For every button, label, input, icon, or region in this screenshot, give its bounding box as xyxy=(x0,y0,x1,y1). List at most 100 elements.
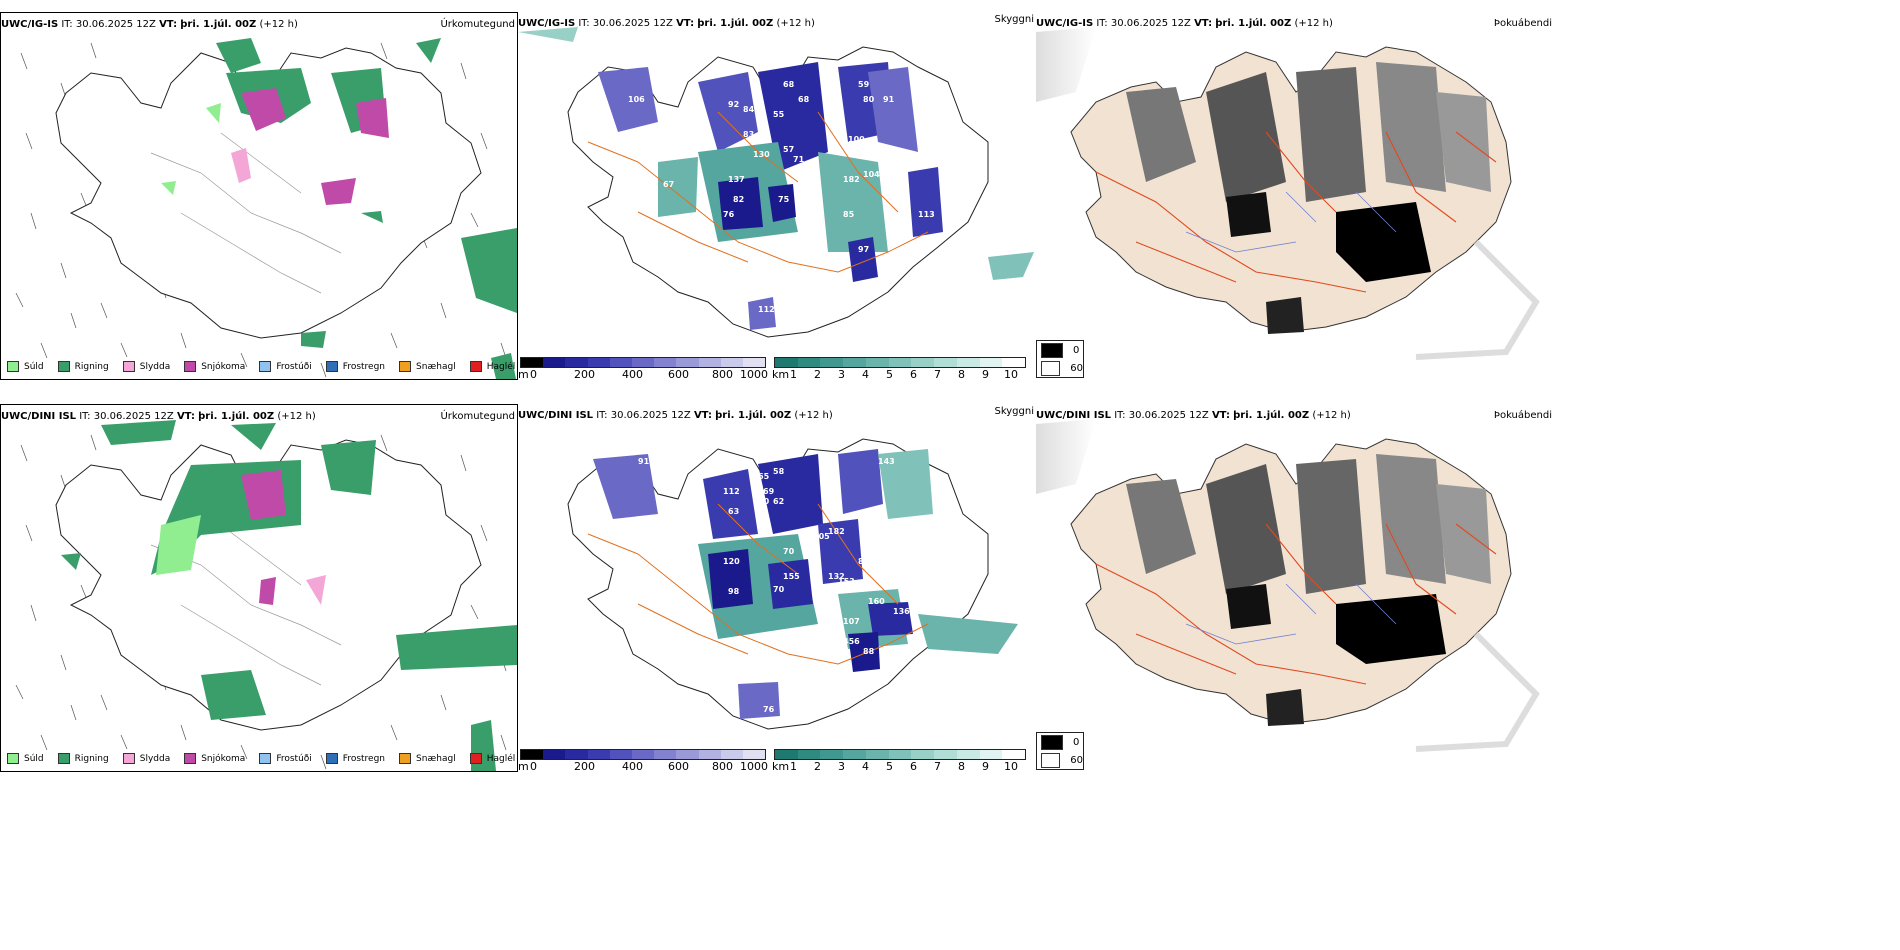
cloud-height-label: 65 xyxy=(758,472,770,481)
panel-title-fog-top: Þokuábendi xyxy=(1493,18,1552,29)
precip-type-panel-bottom: UWC/DINI ISL IT: 30.06.2025 12Z VT: þri.… xyxy=(0,404,518,772)
cloud-height-label: 91 xyxy=(638,457,650,466)
cloud-height-label: 96 xyxy=(923,110,935,119)
cloud-height-label: 112 xyxy=(758,305,775,314)
clouds-panel-bottom: 91 65 58 69 60 62 63 112 143 120 70 155 105 182 132 153… xyxy=(518,406,1034,770)
fog-legend-top: 0 60 xyxy=(1036,340,1084,378)
cloud-height-label: 98 xyxy=(728,587,740,596)
fog-legend-item: 60 xyxy=(1037,359,1083,377)
cloud-height-label: 88 xyxy=(863,647,875,656)
legend-item: Slydda xyxy=(122,753,170,764)
cloud-height-label: 83 xyxy=(743,130,754,139)
cloud-height-label: 105 xyxy=(813,532,830,541)
fog-legend-item: 0 xyxy=(1037,341,1083,359)
panel-title-precip-bottom: Úrkomutegund xyxy=(440,411,515,422)
cloud-height-label: 62 xyxy=(773,497,784,506)
cloud-height-label: 120 xyxy=(723,557,740,566)
cloud-height-label: 153 xyxy=(838,577,855,586)
legend-item: Frostregn xyxy=(325,361,385,372)
panel-title-clouds-top: Skyggni xyxy=(994,14,1034,25)
legend-item: Snjókoma xyxy=(184,361,245,372)
legend-item: Frostúði xyxy=(259,361,312,372)
fog-panel-bottom: UWC/DINI ISL IT: 30.06.2025 12Z VT: þri.… xyxy=(1036,404,1556,770)
cloud-height-label: 456 xyxy=(843,637,860,646)
fog-legend-item: 60 xyxy=(1037,751,1083,769)
legend-item: Haglél xyxy=(469,361,515,372)
cloud-height-label: 75 xyxy=(778,195,790,204)
cloud-height-label: 84 xyxy=(743,105,755,114)
cloud-height-label: 83 xyxy=(858,557,869,566)
legend-item: Snjókoma xyxy=(184,753,245,764)
cloud-height-label: 80 xyxy=(863,95,875,104)
cloud-height-label: 68 xyxy=(798,95,810,104)
legend-item: Frostregn xyxy=(325,753,385,764)
header-bottom-fog: UWC/DINI ISL IT: 30.06.2025 12Z VT: þri.… xyxy=(1036,410,1351,421)
cloud-height-label: 97 xyxy=(858,245,869,254)
cloud-height-label: 143 xyxy=(878,457,895,466)
cloud-height-label: 76 xyxy=(763,705,775,714)
visibility-colorbar-top xyxy=(774,357,1026,368)
cloud-height-label: 58 xyxy=(773,467,785,476)
legend-item: Rigning xyxy=(57,361,109,372)
cloud-height-label: 85 xyxy=(843,210,855,219)
legend-item: Snæhagl xyxy=(399,361,456,372)
cloud-height-label: 91 xyxy=(883,95,895,104)
header-top-clouds: UWC/IG-IS IT: 30.06.2025 12Z VT: þri. 1.… xyxy=(518,18,815,29)
cloud-height-label: 140 xyxy=(913,602,930,611)
panel-title-clouds-bottom: Skyggni xyxy=(994,406,1034,417)
cloud-height-label: 130 xyxy=(753,150,770,159)
fog-map-bottom xyxy=(1036,419,1540,752)
cloud-height-label: 70 xyxy=(773,585,785,594)
cloud-height-label: 104 xyxy=(863,170,880,179)
panel-title-precip-top: Úrkomutegund xyxy=(440,19,515,30)
cloud-areas xyxy=(518,27,1034,330)
header-bottom-precip: UWC/DINI ISL IT: 30.06.2025 12Z VT: þri.… xyxy=(1,411,316,422)
cloud-height-label: 113 xyxy=(918,210,935,219)
cloud-height-label: 55 xyxy=(773,110,785,119)
cloud-height-label: 60 xyxy=(758,497,770,506)
legend-item: Frostúði xyxy=(259,753,312,764)
cloud-height-label: 132 xyxy=(828,572,845,581)
header-top-fog: UWC/IG-IS IT: 30.06.2025 12Z VT: þri. 1.… xyxy=(1036,18,1333,29)
height-colorbar-top xyxy=(520,357,766,368)
cloud-height-label: 71 xyxy=(793,155,805,164)
cloud-height-label: 92 xyxy=(728,100,739,109)
legend-item: Snæhagl xyxy=(399,753,456,764)
cloud-height-label: 136 xyxy=(893,607,910,616)
header-bottom-clouds: UWC/DINI ISL IT: 30.06.2025 12Z VT: þri.… xyxy=(518,410,833,421)
fog-areas xyxy=(1126,62,1491,334)
cloud-height-label: 72 xyxy=(828,597,839,606)
legend-item: Slydda xyxy=(122,361,170,372)
legend-item: Haglél xyxy=(469,753,515,764)
cloud-areas xyxy=(593,449,1018,719)
cloud-height-label: 70 xyxy=(783,547,795,556)
cloud-height-label: 182 xyxy=(828,527,845,536)
legend-item: Súld xyxy=(7,753,44,764)
cloud-height-label: 153 xyxy=(776,325,793,334)
cloud-height-label: 82 xyxy=(733,195,744,204)
cloud-height-label: 68 xyxy=(783,80,795,89)
cloud-height-label: 112 xyxy=(723,487,740,496)
precip-areas xyxy=(61,420,517,771)
cloud-height-label: 107 xyxy=(843,617,860,626)
cloud-height-label: 69 xyxy=(763,487,775,496)
cloud-height-label: 160 xyxy=(868,597,885,606)
fog-map-top xyxy=(1036,27,1540,360)
precip-type-map-bottom xyxy=(15,420,517,771)
cloud-height-label: 73 xyxy=(666,562,677,571)
precip-type-map-top xyxy=(15,38,517,379)
cloud-height-label: 59 xyxy=(858,80,870,89)
cloud-height-label: 137 xyxy=(728,175,745,184)
fog-panel-top: UWC/IG-IS IT: 30.06.2025 12Z VT: þri. 1.… xyxy=(1036,12,1556,378)
cloud-height-label: 63 xyxy=(728,507,739,516)
cloud-height-label: 76 xyxy=(723,210,735,219)
precip-areas xyxy=(161,38,517,379)
header-top-precip: UWC/IG-IS IT: 30.06.2025 12Z VT: þri. 1.… xyxy=(1,19,298,30)
precip-legend-top: Súld Rigning Slydda Snjókoma Frostúði Fr… xyxy=(7,361,517,372)
height-colorbar-bottom xyxy=(520,749,766,760)
cloud-height-label: 67 xyxy=(663,180,674,189)
